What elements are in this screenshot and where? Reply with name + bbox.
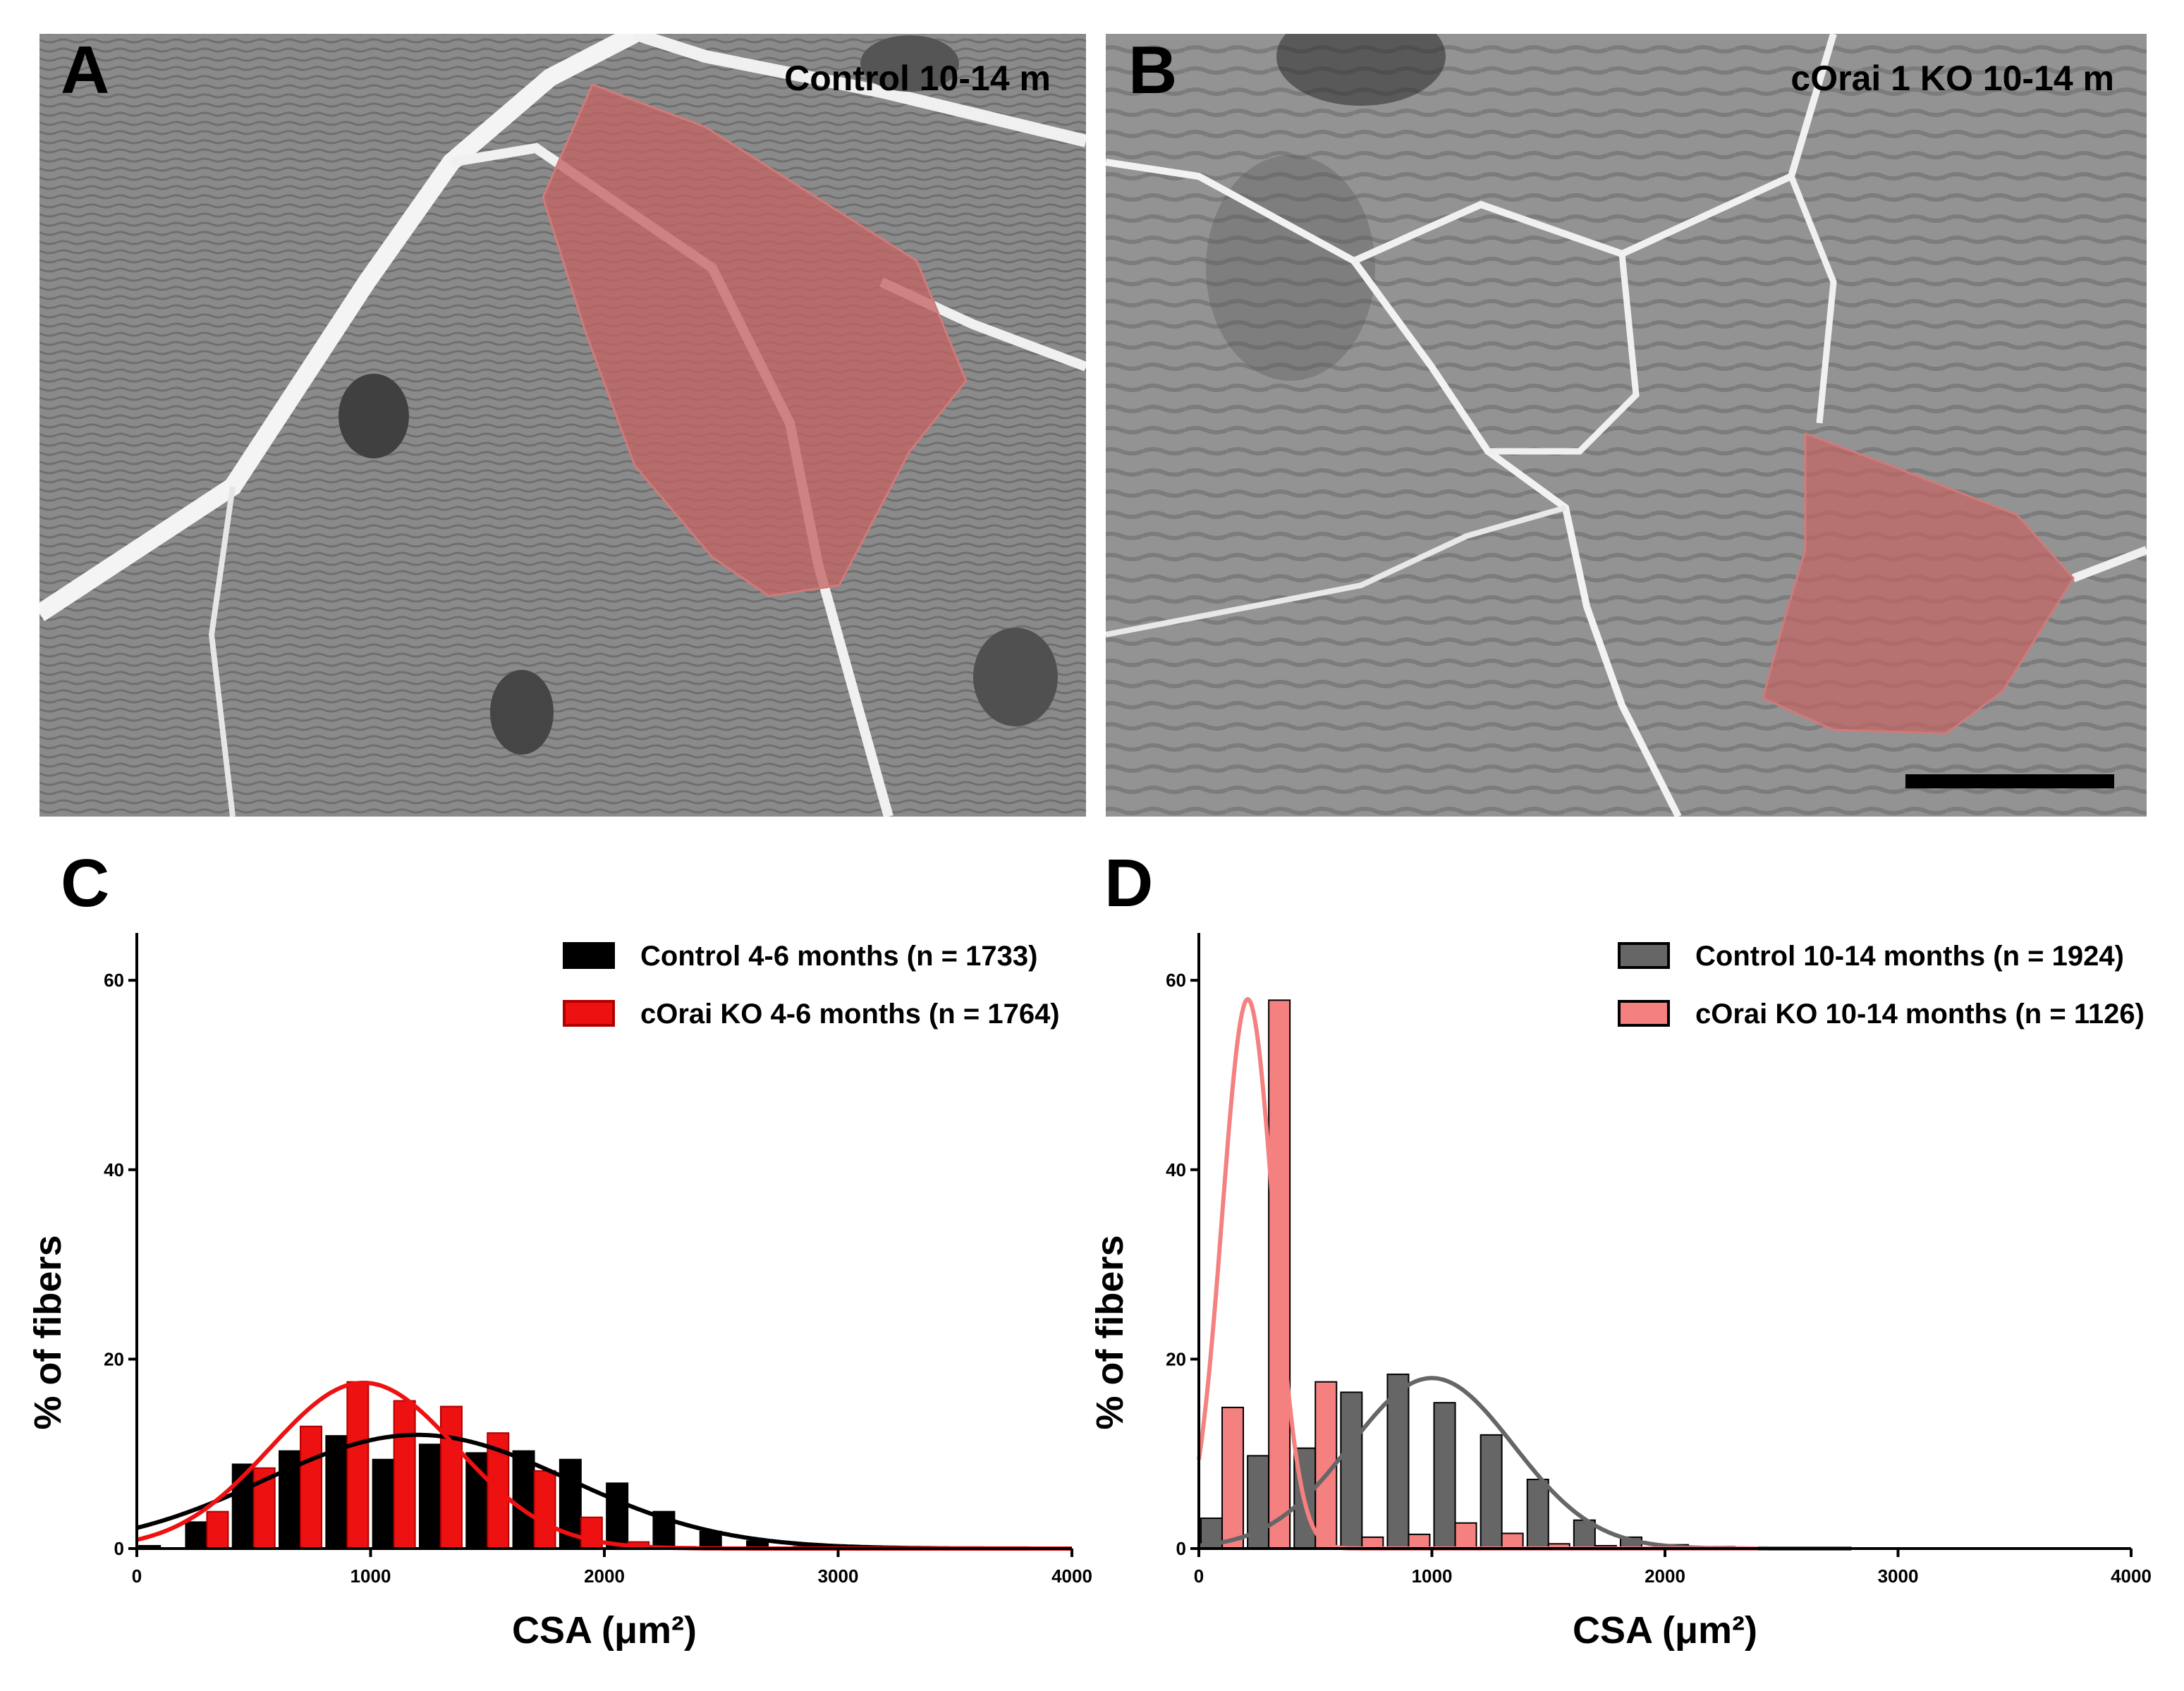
y-tick-label: 20 [104,1348,124,1369]
x-axis-title: CSA (μm²) [512,1609,697,1652]
legend-swatch [563,942,615,969]
x-tick-label: 4000 [1051,1565,1092,1587]
y-tick-label: 40 [1166,1159,1186,1180]
x-tick-label: 2000 [584,1565,625,1587]
histogram-bar [1526,1478,1549,1549]
image-label-a: Control 10-14 m [784,59,1051,98]
histogram-bar [1221,1406,1245,1550]
y-tick-label: 60 [104,970,124,991]
x-tick-label: 3000 [1878,1565,1919,1587]
fiber-boundary [2071,546,2147,582]
histogram-chart-d: 0 1000 2000 3000 4000 0 20 40 60 CSA (μm²) % of fi… [1089,933,2152,1652]
histogram-bar [1454,1522,1477,1549]
fit-curve [136,1432,1072,1551]
y-axis-title: % of fibers [27,1235,69,1429]
x-tick-label: 0 [132,1565,142,1587]
histogram-bar [206,1510,229,1550]
nucleus [973,628,1058,726]
legend-swatch [563,1000,615,1027]
histogram-bar [372,1458,395,1549]
legend-label: cOrai KO 4-6 months (n = 1764) [640,999,1060,1030]
y-tick-label: 40 [104,1159,124,1180]
histogram-bar [1480,1434,1503,1550]
y-tick-label: 0 [1176,1538,1186,1559]
scale-bar [1905,774,2114,788]
histogram-bar [512,1450,535,1550]
histogram-bar [1501,1532,1524,1549]
histogram-bar [1433,1402,1456,1549]
legend-label: cOrai KO 10-14 months (n = 1126) [1695,999,2145,1030]
histogram-bar [185,1521,208,1549]
panel-letter-a: A [61,32,109,108]
x-tick-label: 2000 [1645,1565,1685,1587]
histogram-bar [533,1470,556,1549]
x-tick-label: 4000 [2111,1565,2152,1587]
panel-letter-b: B [1128,32,1177,108]
nucleus [860,35,959,92]
image-label-b: cOrai 1 KO 10-14 m [1790,59,2114,98]
x-tick-label: 0 [1194,1565,1204,1587]
histogram-bar [1386,1373,1410,1550]
micrograph-a [39,34,1086,817]
histogram-bar [325,1435,348,1549]
y-axis-title: % of fibers [1089,1235,1131,1429]
histogram-bar [1408,1533,1431,1549]
legend-swatch [1618,1000,1670,1027]
highlighted-fiber [542,83,968,597]
micrograph-b [1106,34,2147,817]
fiber-boundary [1106,505,1567,637]
panel-letter-c: C [61,846,109,921]
fiber-boundary [1788,175,1837,424]
legend-label: Control 4-6 months (n = 1733) [640,941,1037,972]
histogram-bar [300,1425,323,1549]
x-tick-label: 3000 [818,1565,859,1587]
histogram-bar [346,1381,370,1549]
nucleus [338,374,409,458]
fiber-boundary [633,34,1086,147]
fiber-boundary [1488,253,1640,455]
legend-label: Control 10-14 months (n = 1924) [1695,941,2124,972]
histogram-bar [393,1400,416,1549]
fiber-boundary [39,34,639,621]
y-tick-label: 60 [1166,970,1186,991]
histogram-chart-c: 0 1000 2000 3000 4000 0 20 40 60 CSA (μm²) % of fi… [27,933,1092,1652]
x-tick-label: 1000 [1412,1565,1453,1587]
highlighted-fiber [1762,432,2075,735]
histogram-bar [439,1405,463,1549]
histogram-bar [418,1443,441,1549]
y-tick-label: 0 [114,1538,124,1559]
x-tick-label: 1000 [350,1565,391,1587]
y-tick-label: 20 [1166,1348,1186,1369]
legend-swatch [1618,942,1670,969]
panel-letter-d: D [1104,846,1153,921]
nucleus [490,670,554,755]
histogram-bar [580,1516,603,1550]
histogram-bar [606,1482,629,1549]
fit-curve [136,1381,1072,1551]
fiber-boundary [208,486,236,817]
histogram-bar [1340,1391,1363,1550]
x-axis-title: CSA (μm²) [1573,1609,1757,1652]
